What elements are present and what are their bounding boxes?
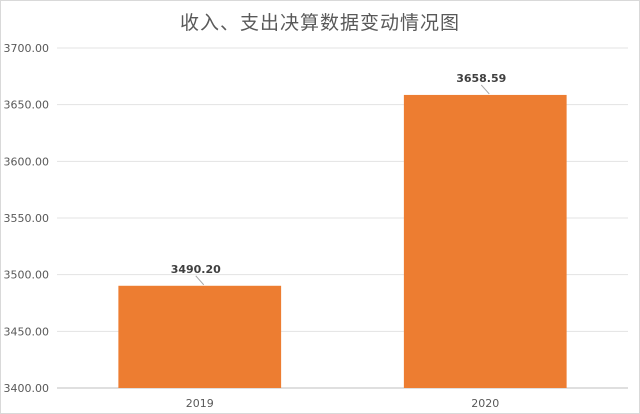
y-tick-label: 3700.00 (4, 42, 50, 55)
data-label: 3658.59 (456, 72, 506, 85)
chart-title: 收入、支出决算数据变动情况图 (179, 12, 460, 34)
y-tick-label: 3600.00 (4, 155, 50, 168)
y-tick-label: 3500.00 (4, 269, 50, 282)
x-tick-label: 2020 (471, 397, 499, 410)
bar-2020 (403, 94, 567, 388)
y-tick-label: 3450.00 (4, 325, 50, 338)
y-tick-label: 3650.00 (4, 99, 50, 112)
data-label: 3490.20 (171, 263, 221, 276)
y-tick-label: 3550.00 (4, 212, 50, 225)
data-label-leader (195, 275, 205, 286)
data-label-leader (480, 84, 490, 95)
x-tick-label: 2019 (186, 397, 214, 410)
bar-2019 (118, 285, 282, 388)
y-tick-label: 3400.00 (4, 382, 50, 395)
